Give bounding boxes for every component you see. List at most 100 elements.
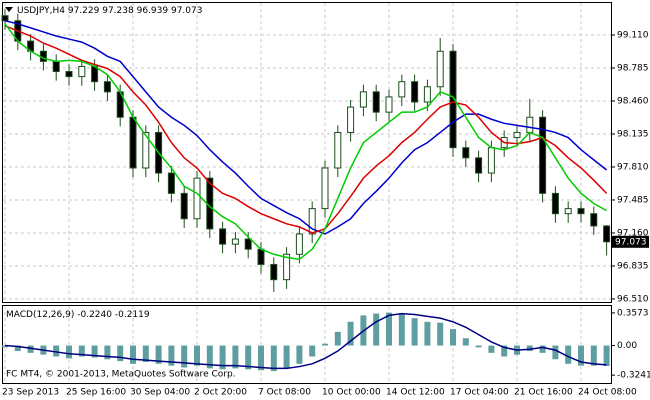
histogram-bar (552, 345, 559, 360)
x-tick-label: 23 Sep 2013 (2, 388, 59, 398)
y-tick-label: 99.110 (617, 30, 649, 40)
candle-body (372, 91, 380, 113)
candle-body (142, 131, 150, 169)
y-tick-label: 98.460 (617, 96, 649, 106)
macd-value: -0.2240 (77, 310, 112, 320)
histogram-bar (334, 331, 341, 346)
macd-title: MACD(12,26,9) (6, 310, 74, 320)
candle-body (321, 167, 329, 210)
copyright: FC MT4, © 2001-2013, MetaQuotes Software… (6, 370, 236, 380)
x-tick-label: 21 Oct 16:00 (514, 388, 573, 398)
candle-body (577, 208, 585, 215)
candle-body (487, 147, 495, 174)
histogram-bar (14, 345, 21, 352)
y-tick-label: 0.00 (617, 341, 637, 351)
histogram-bar (219, 345, 226, 370)
x-tick-label: 17 Oct 04:00 (450, 388, 509, 398)
candle-body (39, 50, 47, 62)
candle-body (283, 253, 291, 281)
x-tick-label: 10 Oct 00:00 (322, 388, 381, 398)
macd-frame (2, 305, 612, 384)
histogram-bar (347, 321, 354, 346)
candle-body (167, 172, 175, 194)
line (4, 25, 608, 234)
histogram-bar (104, 345, 111, 360)
histogram-bar (2, 345, 8, 348)
candle-body (91, 65, 99, 83)
histogram-bar (603, 345, 610, 367)
candle-body (359, 91, 367, 108)
candle-body (539, 116, 547, 194)
histogram-bar (437, 322, 444, 346)
symbol: USDJPY,H4 (17, 6, 65, 16)
candle-body (270, 263, 278, 281)
line (4, 20, 608, 235)
x-tick-label: 25 Sep 16:00 (66, 388, 126, 398)
y-tick-label: -0.3241 (617, 371, 650, 381)
menu-icon (5, 7, 13, 12)
candle-body (475, 157, 483, 174)
candle-body (603, 225, 611, 243)
histogram-bar (565, 345, 572, 364)
candle-body (193, 177, 201, 220)
price-box (612, 235, 649, 248)
y-tick-label: 97.160 (617, 228, 649, 238)
histogram-bar (66, 345, 72, 359)
histogram-bar (283, 345, 290, 369)
histogram-bar (117, 345, 124, 362)
histogram-bar (78, 345, 85, 357)
histogram-bar (53, 345, 60, 357)
histogram-bar (232, 345, 239, 369)
candle-body (449, 50, 457, 149)
current-price: 97.073 (615, 237, 647, 247)
histogram-bar (142, 345, 149, 362)
histogram-bar (168, 345, 175, 366)
grid (3, 3, 611, 383)
candle-body (398, 81, 406, 98)
main-frame (2, 2, 612, 303)
histogram-bar (578, 345, 584, 366)
low: 96.939 (137, 6, 169, 16)
histogram-bar (27, 345, 34, 353)
candle-body (65, 71, 73, 78)
y-tick-label: 96.510 (617, 294, 649, 304)
y-tick-label: 98.135 (617, 129, 649, 139)
candle-body (180, 192, 188, 220)
histogram-bar (539, 345, 546, 353)
x-tick-label: 14 Oct 12:00 (386, 388, 445, 398)
high: 97.238 (102, 6, 134, 16)
marks (1, 8, 611, 372)
x-tick-label: 30 Sep 04:00 (130, 388, 190, 398)
y-tick-label: 97.810 (617, 162, 649, 172)
y-tick-label: 97.485 (617, 195, 649, 205)
candle-body (513, 131, 521, 139)
candle-body (257, 248, 265, 265)
line (4, 312, 607, 370)
candle-body (52, 60, 60, 73)
histogram-bar (462, 338, 469, 346)
histogram-bar (258, 345, 264, 371)
macd-header: MACD(12,26,9) -0.2240 -0.2119 (6, 310, 150, 320)
candle-body (462, 147, 470, 159)
header: USDJPY,H4 97.229 97.238 96.939 97.073 (17, 6, 202, 16)
histogram-bar (194, 345, 200, 366)
candle-body (308, 208, 316, 235)
histogram-bar (590, 345, 597, 366)
histogram-bar (296, 345, 303, 364)
histogram-bar (475, 345, 482, 348)
candle-body (295, 233, 303, 255)
candle-body (590, 213, 598, 227)
histogram-bar (398, 314, 405, 346)
candle-body (551, 192, 559, 215)
candle-body (347, 106, 355, 133)
line (4, 23, 607, 261)
histogram-bar (488, 345, 495, 353)
histogram-bar (424, 321, 431, 346)
histogram-bar (270, 345, 277, 372)
candle-body (244, 238, 252, 250)
open: 97.229 (68, 6, 100, 16)
candle-body (129, 116, 137, 169)
y-tick-label: 0.3573 (617, 308, 649, 318)
candle-body (436, 50, 444, 88)
